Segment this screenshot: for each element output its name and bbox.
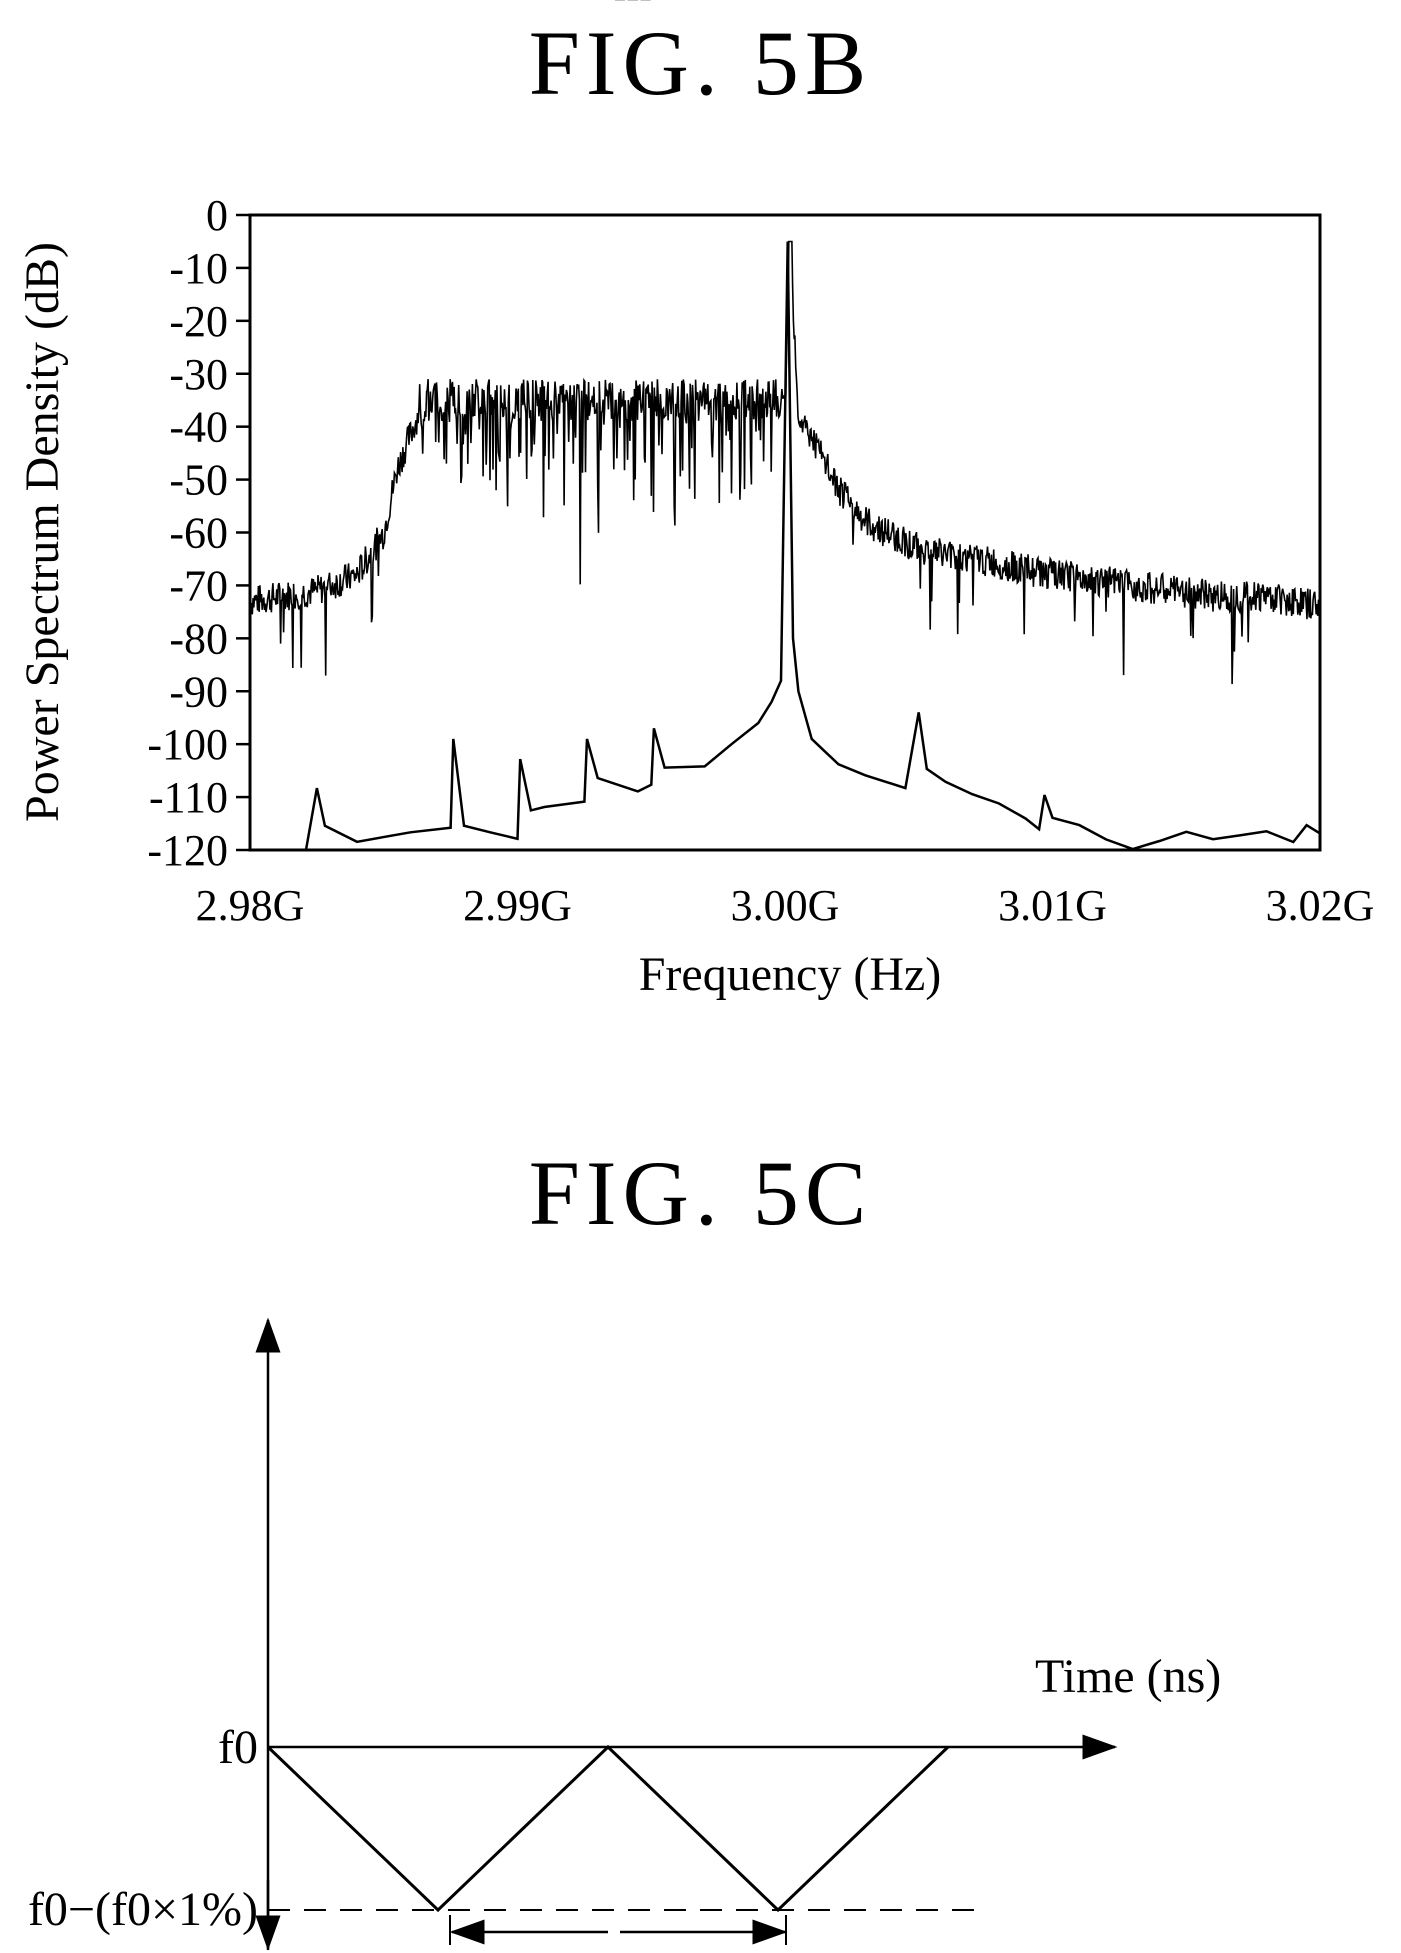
y-tick-label: -100 (147, 720, 228, 769)
tm-label: Tm (585, 0, 652, 11)
y-tick-label: -90 (169, 667, 228, 716)
y-tick-label: -40 (169, 403, 228, 452)
y-tick-label: -60 (169, 509, 228, 558)
series-line-smooth (304, 241, 1321, 851)
x-axis-ticks: 2.98G 2.99G 3.00G 3.01G 3.02G (196, 881, 1375, 930)
y-tick-label: -70 (169, 561, 228, 610)
y-tick-label: 0 (206, 191, 228, 240)
y-tick-label: -10 (169, 244, 228, 293)
y-axis-ticks: 0-10-20-30-40-50-60-70-80-90-100-110-120 (147, 191, 250, 875)
x-tick-label: 3.01G (998, 881, 1107, 930)
x-axis-title: Frequency (Hz) (639, 948, 942, 1001)
y-tick-label: -120 (147, 826, 228, 875)
y-axis-title: Power Spectrum Density (dB) (16, 242, 69, 822)
x-tick-label: 3.00G (731, 881, 840, 930)
f0-label: f0 (218, 1721, 258, 1774)
y-tick-label: -80 (169, 614, 228, 663)
y-tick-label: -20 (169, 297, 228, 346)
series-group (249, 240, 1321, 851)
f0-low-label: f0−(f0×1%) (28, 1883, 258, 1936)
x-tick-label: 3.02G (1266, 881, 1375, 930)
triangle-modulation-line (266, 1744, 950, 1913)
fig5c-title: FIG. 5C (528, 1142, 873, 1244)
x-tick-label: 2.99G (463, 881, 572, 930)
fig5b-title: FIG. 5B (528, 12, 873, 114)
x-tick-label: 2.98G (196, 881, 305, 930)
time-axis-label: Time (ns) (1035, 1650, 1221, 1703)
y-tick-label: -110 (149, 773, 228, 822)
y-tick-label: -30 (169, 350, 228, 399)
y-tick-label: -50 (169, 456, 228, 505)
power-spectrum-chart: 0-10-20-30-40-50-60-70-80-90-100-110-120… (16, 191, 1375, 1001)
